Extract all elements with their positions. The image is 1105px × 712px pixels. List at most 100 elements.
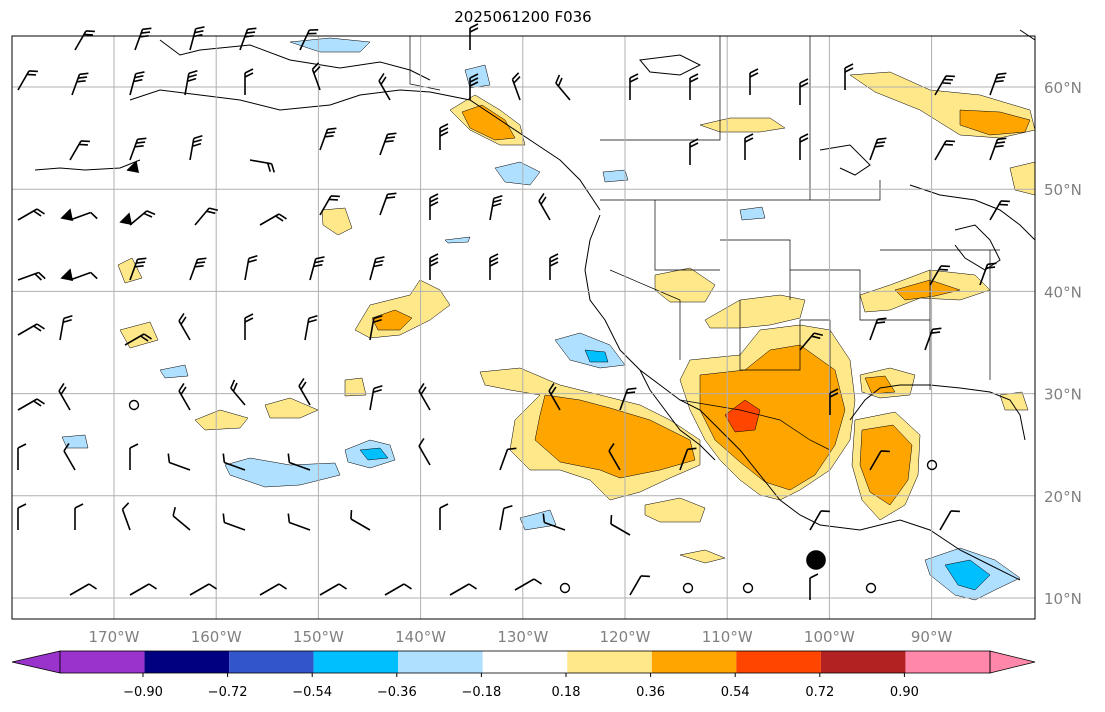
calm-circle [926, 459, 938, 471]
fill-negative-central-america-core [944, 559, 991, 591]
barb-feather [997, 72, 1007, 76]
wind-barb [369, 315, 383, 341]
barb-feather [78, 76, 88, 79]
colorbar-tick-label: −0.72 [208, 685, 248, 700]
barb-feather [877, 317, 887, 321]
barb-feather [232, 382, 238, 392]
barb-feather [829, 388, 839, 394]
barb-feather [28, 70, 38, 73]
station-marker [806, 550, 826, 570]
calm-circle [682, 582, 694, 594]
barb-feather [689, 138, 699, 144]
lon-label: 140°W [395, 628, 446, 646]
wind-barb [469, 73, 479, 100]
barb-feather [549, 257, 559, 263]
barb-shaft [172, 515, 191, 531]
map-frame [11, 35, 1036, 620]
barb-feather [744, 133, 754, 139]
lat-label: 30°N [1044, 386, 1082, 404]
barb-feather [380, 76, 387, 85]
wind-barb [469, 23, 479, 50]
lon-label: 150°W [293, 628, 344, 646]
wind-barb [689, 138, 699, 165]
barb-shaft [499, 449, 509, 471]
barb-feather [492, 202, 502, 207]
barb-feather [266, 162, 272, 172]
barb-feather [418, 383, 425, 392]
barb-feather [932, 327, 942, 331]
barb-feather [829, 392, 839, 398]
wind-barb [379, 132, 397, 156]
barb-feather [513, 76, 521, 84]
colorbar-extend-high [989, 650, 1036, 674]
barb-feather [135, 71, 145, 75]
barb-feather [178, 383, 185, 392]
wind-barb [555, 74, 571, 101]
barb-feather [327, 127, 337, 131]
fill-positive-nevada [654, 267, 716, 303]
fill-negative-pac-g [159, 364, 189, 379]
wind-barb [869, 317, 887, 341]
barb-feather [439, 503, 449, 509]
fill-positive-hudson-core [959, 109, 1031, 136]
wind-barb [548, 383, 561, 411]
fill-positive-mexico-peak [724, 399, 761, 433]
barb-feather [403, 583, 412, 590]
coastline-segment [129, 89, 601, 211]
lon-label: 100°W [804, 628, 855, 646]
barb-shaft [63, 450, 76, 471]
barb-shaft [679, 449, 689, 471]
barb-feather [386, 196, 396, 199]
barb-feather [309, 29, 319, 31]
barb-feather [799, 78, 809, 84]
calm-circle [742, 582, 754, 594]
wind-barb [69, 271, 98, 281]
lon-label: 130°W [497, 628, 548, 646]
coastline-segment [159, 39, 431, 81]
barb-feather [17, 443, 27, 449]
colorbar-tick-label: −0.54 [292, 685, 332, 700]
barb-feather [844, 67, 854, 73]
fill-positive-baja-core [534, 394, 696, 479]
barb-feather [931, 331, 941, 334]
political-border [679, 399, 831, 451]
barb-feather [142, 27, 152, 31]
barb-feather [489, 253, 499, 259]
barb-feather [386, 136, 396, 139]
barb-feather [298, 378, 305, 387]
barb-feather [549, 261, 559, 267]
barb-feather [230, 379, 236, 389]
barb-feather [121, 502, 130, 510]
barb-feather [548, 383, 555, 392]
wind-barb [939, 510, 960, 531]
wind-barb [124, 333, 152, 346]
barb-shaft [544, 521, 566, 531]
lat-label: 60°N [1044, 79, 1082, 97]
fill-negative-hawaii-core [359, 447, 389, 461]
barb-feather [192, 142, 202, 147]
barb-shaft [69, 211, 91, 221]
barb-feather [140, 335, 149, 342]
wind-barb [549, 253, 559, 280]
wind-barb [311, 62, 321, 91]
barb-feather [640, 575, 650, 578]
wind-barb [222, 513, 246, 531]
wind-barb [259, 213, 287, 226]
barb-shaft [869, 450, 882, 471]
barb-feather [187, 73, 197, 79]
wind-barb [619, 387, 637, 411]
barb-feather [375, 256, 385, 260]
wind-barb [511, 72, 521, 101]
barb-feather [192, 138, 202, 144]
fill-positive-pac-f [344, 377, 367, 397]
barb-feather [749, 68, 759, 74]
political-border [409, 36, 441, 91]
barb-feather [469, 81, 479, 87]
lon-label: 120°W [600, 628, 651, 646]
barb-feather [629, 77, 639, 83]
wind-barbs [17, 23, 1010, 600]
barb-feather [1000, 200, 1010, 203]
wind-barb [230, 379, 246, 406]
barb-feather [88, 583, 97, 590]
barb-feather [373, 315, 383, 320]
